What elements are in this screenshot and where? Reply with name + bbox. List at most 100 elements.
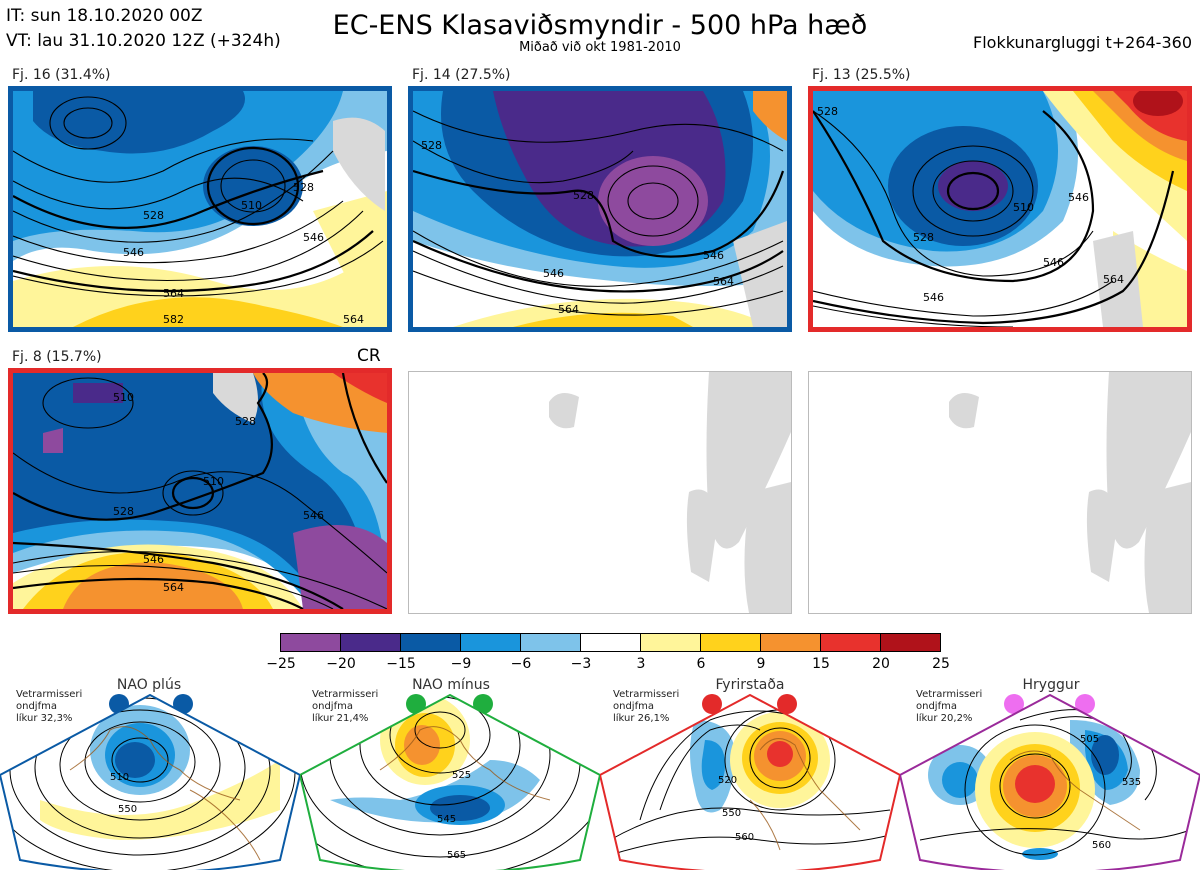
empty-map-1-plot [549, 372, 791, 613]
regime-dot [702, 694, 722, 714]
regime-dot [777, 694, 797, 714]
page-title: EC-ENS Klasaviðsmyndir - 500 hPa hæð [332, 10, 868, 41]
contour-label: 560 [1092, 840, 1111, 851]
colorbar-tick: 20 [872, 656, 890, 672]
regime-dot [1075, 694, 1095, 714]
regime-dot [406, 694, 426, 714]
regime-months: ondjfma [312, 701, 353, 712]
contour-label: 510 [241, 199, 262, 212]
contour-label: 550 [118, 804, 137, 815]
contour-label: 528 [573, 189, 594, 202]
contour-label: 510 [1013, 201, 1034, 214]
colorbar-tick: −9 [450, 656, 472, 672]
cluster-tag: CR [357, 346, 381, 366]
cluster-map-4-plot: 510 528 510 528 546 546 564 [13, 373, 387, 609]
contour-label: 550 [722, 808, 741, 819]
colorbar-tick: −6 [510, 656, 532, 672]
contour-label: 546 [303, 509, 324, 522]
colorbar-bin [881, 634, 940, 651]
regime-name: NAO plús [116, 677, 182, 693]
colorbar-bin [341, 634, 401, 651]
regime-name: NAO mínus [412, 677, 490, 693]
cluster-map-3-plot: 528 510 528 546 546 564 546 [813, 91, 1187, 327]
colorbar-tick: 6 [696, 656, 706, 672]
regime-season: Vetrarmisseri [613, 689, 680, 700]
cluster-label: Fj. 13 (25.5%) [812, 67, 911, 83]
contour-label: 564 [163, 287, 184, 300]
regime-frequency: líkur 32,3% [16, 713, 73, 724]
colorbar-tick: 9 [756, 656, 766, 672]
colorbar-tick: −3 [570, 656, 592, 672]
contour-label: 546 [923, 291, 944, 304]
colorbar-bin [641, 634, 701, 651]
regime-months: ondjfma [613, 701, 654, 712]
contour-label: 528 [913, 231, 934, 244]
contour-label: 560 [735, 832, 754, 843]
colorbar-bin [821, 634, 881, 651]
contour-label: 528 [293, 181, 314, 194]
cluster-map-1[interactable]: 528 510 528 546 564 582 564 546 [8, 86, 392, 332]
cluster-map-2[interactable]: 528 528 546 546 564 564 [408, 86, 792, 332]
cluster-map-3[interactable]: 528 510 528 546 546 564 546 [808, 86, 1192, 332]
contour-label: 535 [1122, 777, 1141, 788]
regime-name: Fyrirstaða [715, 677, 785, 693]
contour-label: 582 [163, 313, 184, 326]
contour-label: 528 [421, 139, 442, 152]
regime-info: Vetrarmisseri ondjfma líkur 20,2% [916, 689, 982, 725]
cluster-map-2-plot: 528 528 546 546 564 564 [413, 91, 787, 327]
regime-map-nao-minus: 525 545 565 [300, 693, 600, 870]
regime-map-blocking: 520 550 560 [600, 693, 900, 870]
contour-label: 528 [113, 505, 134, 518]
regime-dot [1004, 694, 1024, 714]
contour-label: 546 [1043, 256, 1064, 269]
contour-label: 565 [447, 850, 466, 861]
regime-months: ondjfma [16, 701, 57, 712]
contour-label: 545 [437, 814, 456, 825]
contour-label: 546 [543, 267, 564, 280]
contour-label: 564 [558, 303, 579, 316]
colorbar-bin [701, 634, 761, 651]
regime-info: Vetrarmisseri ondjfma líkur 21,4% [312, 689, 378, 725]
regime-info: Vetrarmisseri ondjfma líkur 32,3% [16, 689, 82, 725]
colorbar-bin [761, 634, 821, 651]
cluster-label: Fj. 14 (27.5%) [412, 67, 511, 83]
regime-months: ondjfma [916, 701, 957, 712]
colorbar-tick: 3 [636, 656, 646, 672]
contour-label: 546 [123, 246, 144, 259]
empty-map-1 [408, 371, 792, 614]
contour-label: 528 [143, 209, 164, 222]
colorbar-tick: −25 [266, 656, 296, 672]
empty-map-2-plot [949, 372, 1191, 613]
colorbar-bin [281, 634, 341, 651]
regime-info: Vetrarmisseri ondjfma líkur 26,1% [613, 689, 679, 725]
contour-label: 564 [1103, 273, 1124, 286]
contour-label: 546 [143, 553, 164, 566]
valid-time: VT: lau 31.10.2020 12Z (+324h) [6, 31, 281, 51]
contour-label: 564 [343, 313, 364, 326]
contour-label: 528 [817, 105, 838, 118]
colorbar-tick: −15 [386, 656, 416, 672]
contour-label: 505 [1080, 734, 1099, 745]
colorbar-bin [401, 634, 461, 651]
colorbar-tick: 25 [932, 656, 950, 672]
colorbar-tick: 15 [812, 656, 830, 672]
regime-season: Vetrarmisseri [16, 689, 83, 700]
colorbar-tick: −20 [326, 656, 356, 672]
contour-label: 546 [303, 231, 324, 244]
empty-map-2 [808, 371, 1192, 614]
regime-season: Vetrarmisseri [916, 689, 983, 700]
contour-label: 520 [718, 775, 737, 786]
regime-frequency: líkur 21,4% [312, 713, 369, 724]
cluster-map-1-plot: 528 510 528 546 564 582 564 546 [13, 91, 387, 327]
regime-map-ridge: 505 535 560 [900, 693, 1200, 870]
cluster-label: Fj. 8 (15.7%) [12, 349, 102, 365]
cluster-map-4[interactable]: 510 528 510 528 546 546 564 [8, 368, 392, 614]
anomaly-colorbar [280, 633, 941, 652]
colorbar-bin [581, 634, 641, 651]
contour-label: 528 [235, 415, 256, 428]
regime-season: Vetrarmisseri [312, 689, 379, 700]
contour-label: 510 [113, 391, 134, 404]
contour-label: 546 [1068, 191, 1089, 204]
regime-frequency: líkur 26,1% [613, 713, 670, 724]
contour-label: 564 [163, 581, 184, 594]
